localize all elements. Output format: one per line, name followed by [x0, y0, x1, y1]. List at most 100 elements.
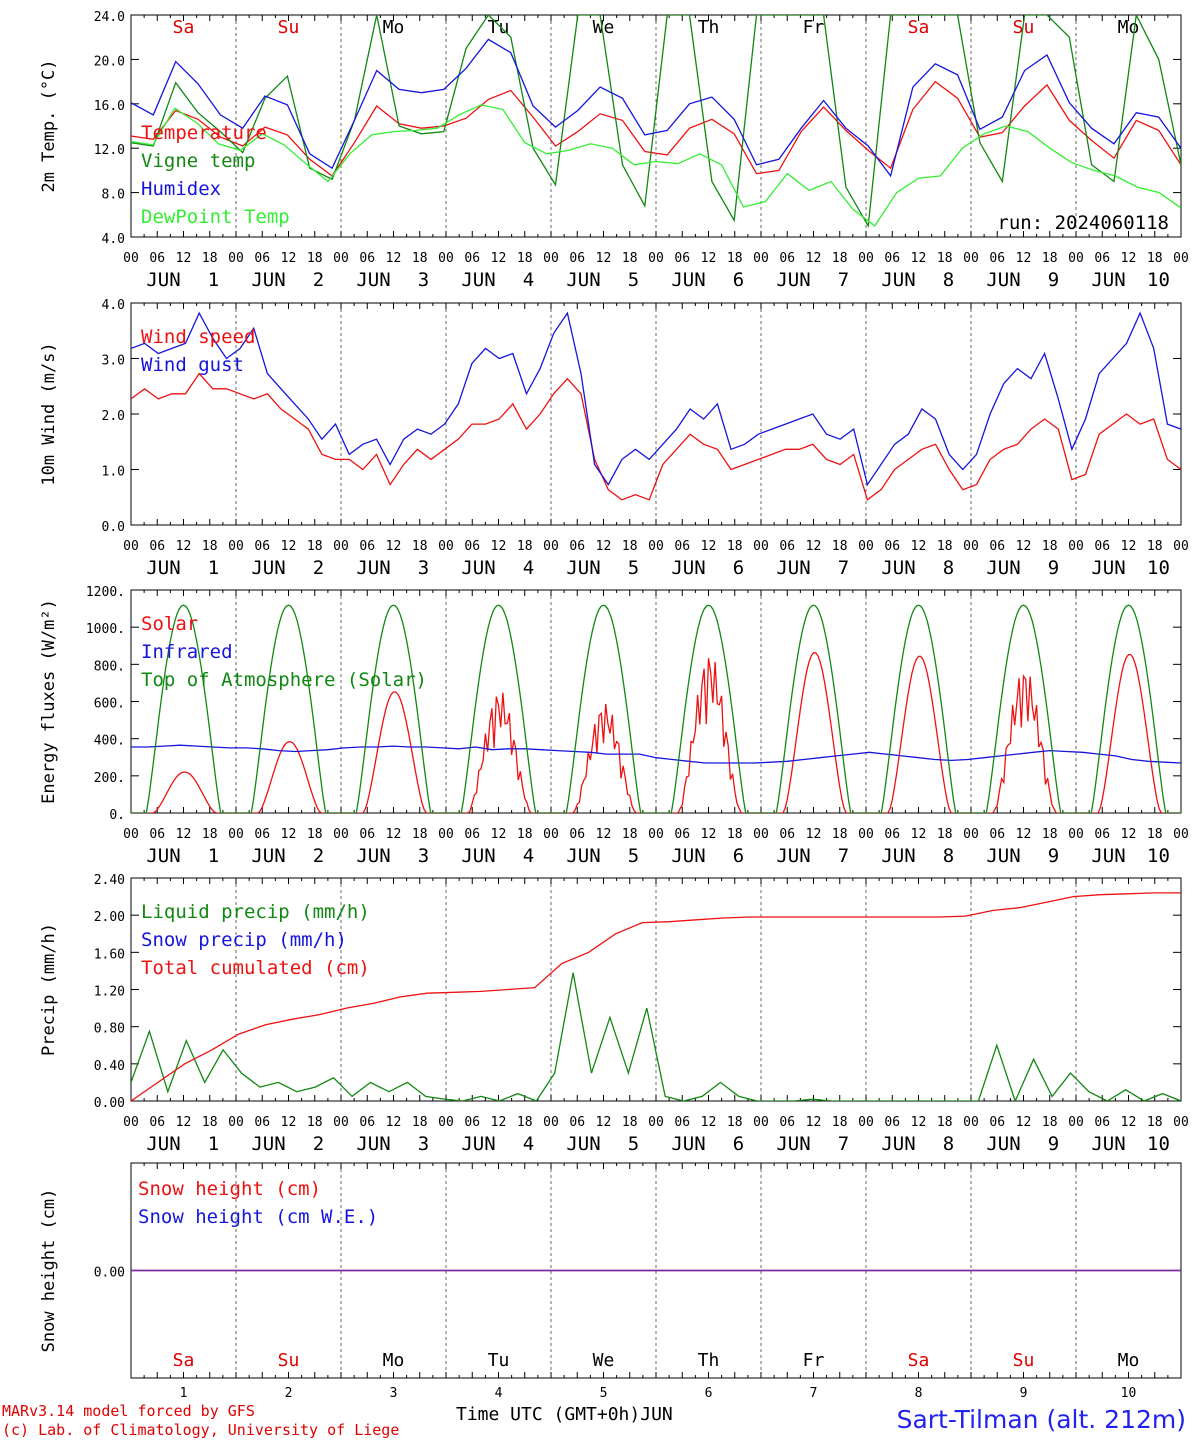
legend-entry: Wind speed — [141, 326, 255, 348]
x-hour-label: 18 — [937, 539, 953, 554]
x-hour-label: 12 — [806, 251, 822, 266]
weekday-label: Su — [278, 1350, 300, 1371]
legend-entry: Snow height (cm W.E.) — [138, 1206, 378, 1228]
x-hour-label: 06 — [569, 827, 585, 842]
x-day-label: 6 — [733, 1133, 744, 1155]
legend-entry: DewPoint Temp — [141, 206, 290, 228]
x-hour-label: 12 — [701, 1115, 717, 1130]
x-hour-label: 12 — [806, 1115, 822, 1130]
y-tick-label: 1000. — [86, 622, 125, 637]
x-month-label: JUN — [1091, 557, 1125, 579]
y-tick-label: 200. — [94, 771, 125, 786]
x-month-label: JUN — [566, 1133, 600, 1155]
x-day-label: 1 — [208, 845, 219, 867]
x-hour-label: 00 — [963, 827, 979, 842]
x-hour-label: 12 — [1016, 1115, 1032, 1130]
series-line — [131, 38, 1181, 178]
x-hour-label: 18 — [727, 251, 743, 266]
legend-entry: Vigne temp — [141, 150, 255, 172]
x-month-label: JUN — [356, 845, 390, 867]
weekday-label: Tu — [488, 17, 510, 38]
x-hour-label: 00 — [1173, 1115, 1189, 1130]
x-hour-label: 00 — [333, 539, 349, 554]
x-day-label: 5 — [600, 1386, 608, 1401]
x-hour-label: 00 — [648, 827, 664, 842]
weekday-label: Tu — [488, 1350, 510, 1371]
x-hour-label: 12 — [1121, 251, 1137, 266]
x-hour-label: 00 — [228, 827, 244, 842]
x-hour-label: 12 — [701, 251, 717, 266]
x-day-label: 8 — [943, 1133, 954, 1155]
y-axis-label: 10m Wind (m/s) — [39, 342, 59, 485]
x-hour-label: 18 — [202, 827, 218, 842]
x-hour-label: 00 — [333, 251, 349, 266]
x-hour-label: 06 — [884, 1115, 900, 1130]
panel-3: 0. 200. 400. 600. 800. 1000. 1200. Energy fluxe… — [39, 585, 1189, 867]
legend-entry: Humidex — [141, 178, 221, 200]
x-hour-label: 00 — [438, 539, 454, 554]
x-hour-label: 06 — [989, 827, 1005, 842]
x-day-label: 9 — [1048, 845, 1059, 867]
x-hour-label: 06 — [254, 1115, 270, 1130]
x-hour-label: 12 — [1016, 539, 1032, 554]
series-group — [131, 15, 1181, 228]
x-hour-label: 12 — [701, 539, 717, 554]
y-tick-label: 600. — [94, 697, 125, 712]
y-tick-label: 2.00 — [94, 910, 125, 925]
y-tick-label: 12.0 — [94, 143, 125, 158]
y-tick-label: 0.80 — [94, 1022, 125, 1037]
x-day-label: 5 — [628, 269, 639, 291]
x-axis-title-text: Time UTC (GMT+0h) — [456, 1404, 641, 1425]
x-month-label: JUN — [881, 1133, 915, 1155]
x-hour-label: 12 — [386, 539, 402, 554]
x-day-label: 3 — [418, 269, 429, 291]
x-day-label: 1 — [208, 269, 219, 291]
x-hour-label: 12 — [911, 827, 927, 842]
weekday-label: Fr — [803, 17, 825, 38]
y-tick-label: 0.40 — [94, 1059, 125, 1074]
x-hour-label: 00 — [963, 1115, 979, 1130]
x-day-label: 9 — [1020, 1386, 1028, 1401]
x-month-label: JUN — [986, 269, 1020, 291]
series-line — [131, 15, 1181, 228]
x-day-label: 5 — [628, 1133, 639, 1155]
x-month-label: JUN — [146, 1133, 180, 1155]
x-hour-label: 18 — [517, 251, 533, 266]
x-hour-label: 18 — [937, 827, 953, 842]
x-hour-label: 12 — [281, 251, 297, 266]
x-day-label: 6 — [733, 845, 744, 867]
x-hour-label: 12 — [596, 539, 612, 554]
x-hour-label: 12 — [281, 539, 297, 554]
x-hour-label: 06 — [569, 1115, 585, 1130]
x-hour-label: 06 — [464, 251, 480, 266]
x-hour-label: 06 — [149, 1115, 165, 1130]
x-hour-label: 00 — [438, 827, 454, 842]
x-hour-label: 00 — [753, 1115, 769, 1130]
x-hour-label: 00 — [1173, 827, 1189, 842]
x-hour-label: 00 — [228, 539, 244, 554]
x-day-label: 7 — [810, 1386, 818, 1401]
y-tick-label: 1.0 — [102, 465, 125, 480]
x-hour-label: 18 — [202, 1115, 218, 1130]
x-hour-label: 12 — [806, 539, 822, 554]
x-hour-label: 06 — [1094, 251, 1110, 266]
x-month-label: JUN — [671, 557, 705, 579]
x-hour-label: 00 — [1068, 251, 1084, 266]
x-hour-label: 18 — [1147, 539, 1163, 554]
x-hour-label: 12 — [1121, 1115, 1137, 1130]
x-hour-label: 00 — [648, 1115, 664, 1130]
x-month-label: JUN — [461, 1133, 495, 1155]
x-hour-label: 06 — [779, 251, 795, 266]
x-hour-label: 00 — [858, 539, 874, 554]
x-day-label: 10 — [1147, 845, 1170, 867]
series-line — [131, 744, 1181, 764]
series-group — [131, 892, 1181, 1101]
weekday-label: Sa — [173, 17, 195, 38]
x-hour-label: 06 — [464, 539, 480, 554]
x-month-label: JUN — [1091, 845, 1125, 867]
x-hour-label: 00 — [648, 539, 664, 554]
x-hour-label: 00 — [963, 251, 979, 266]
x-hour-label: 06 — [254, 539, 270, 554]
y-tick-label: 4.0 — [102, 298, 125, 313]
